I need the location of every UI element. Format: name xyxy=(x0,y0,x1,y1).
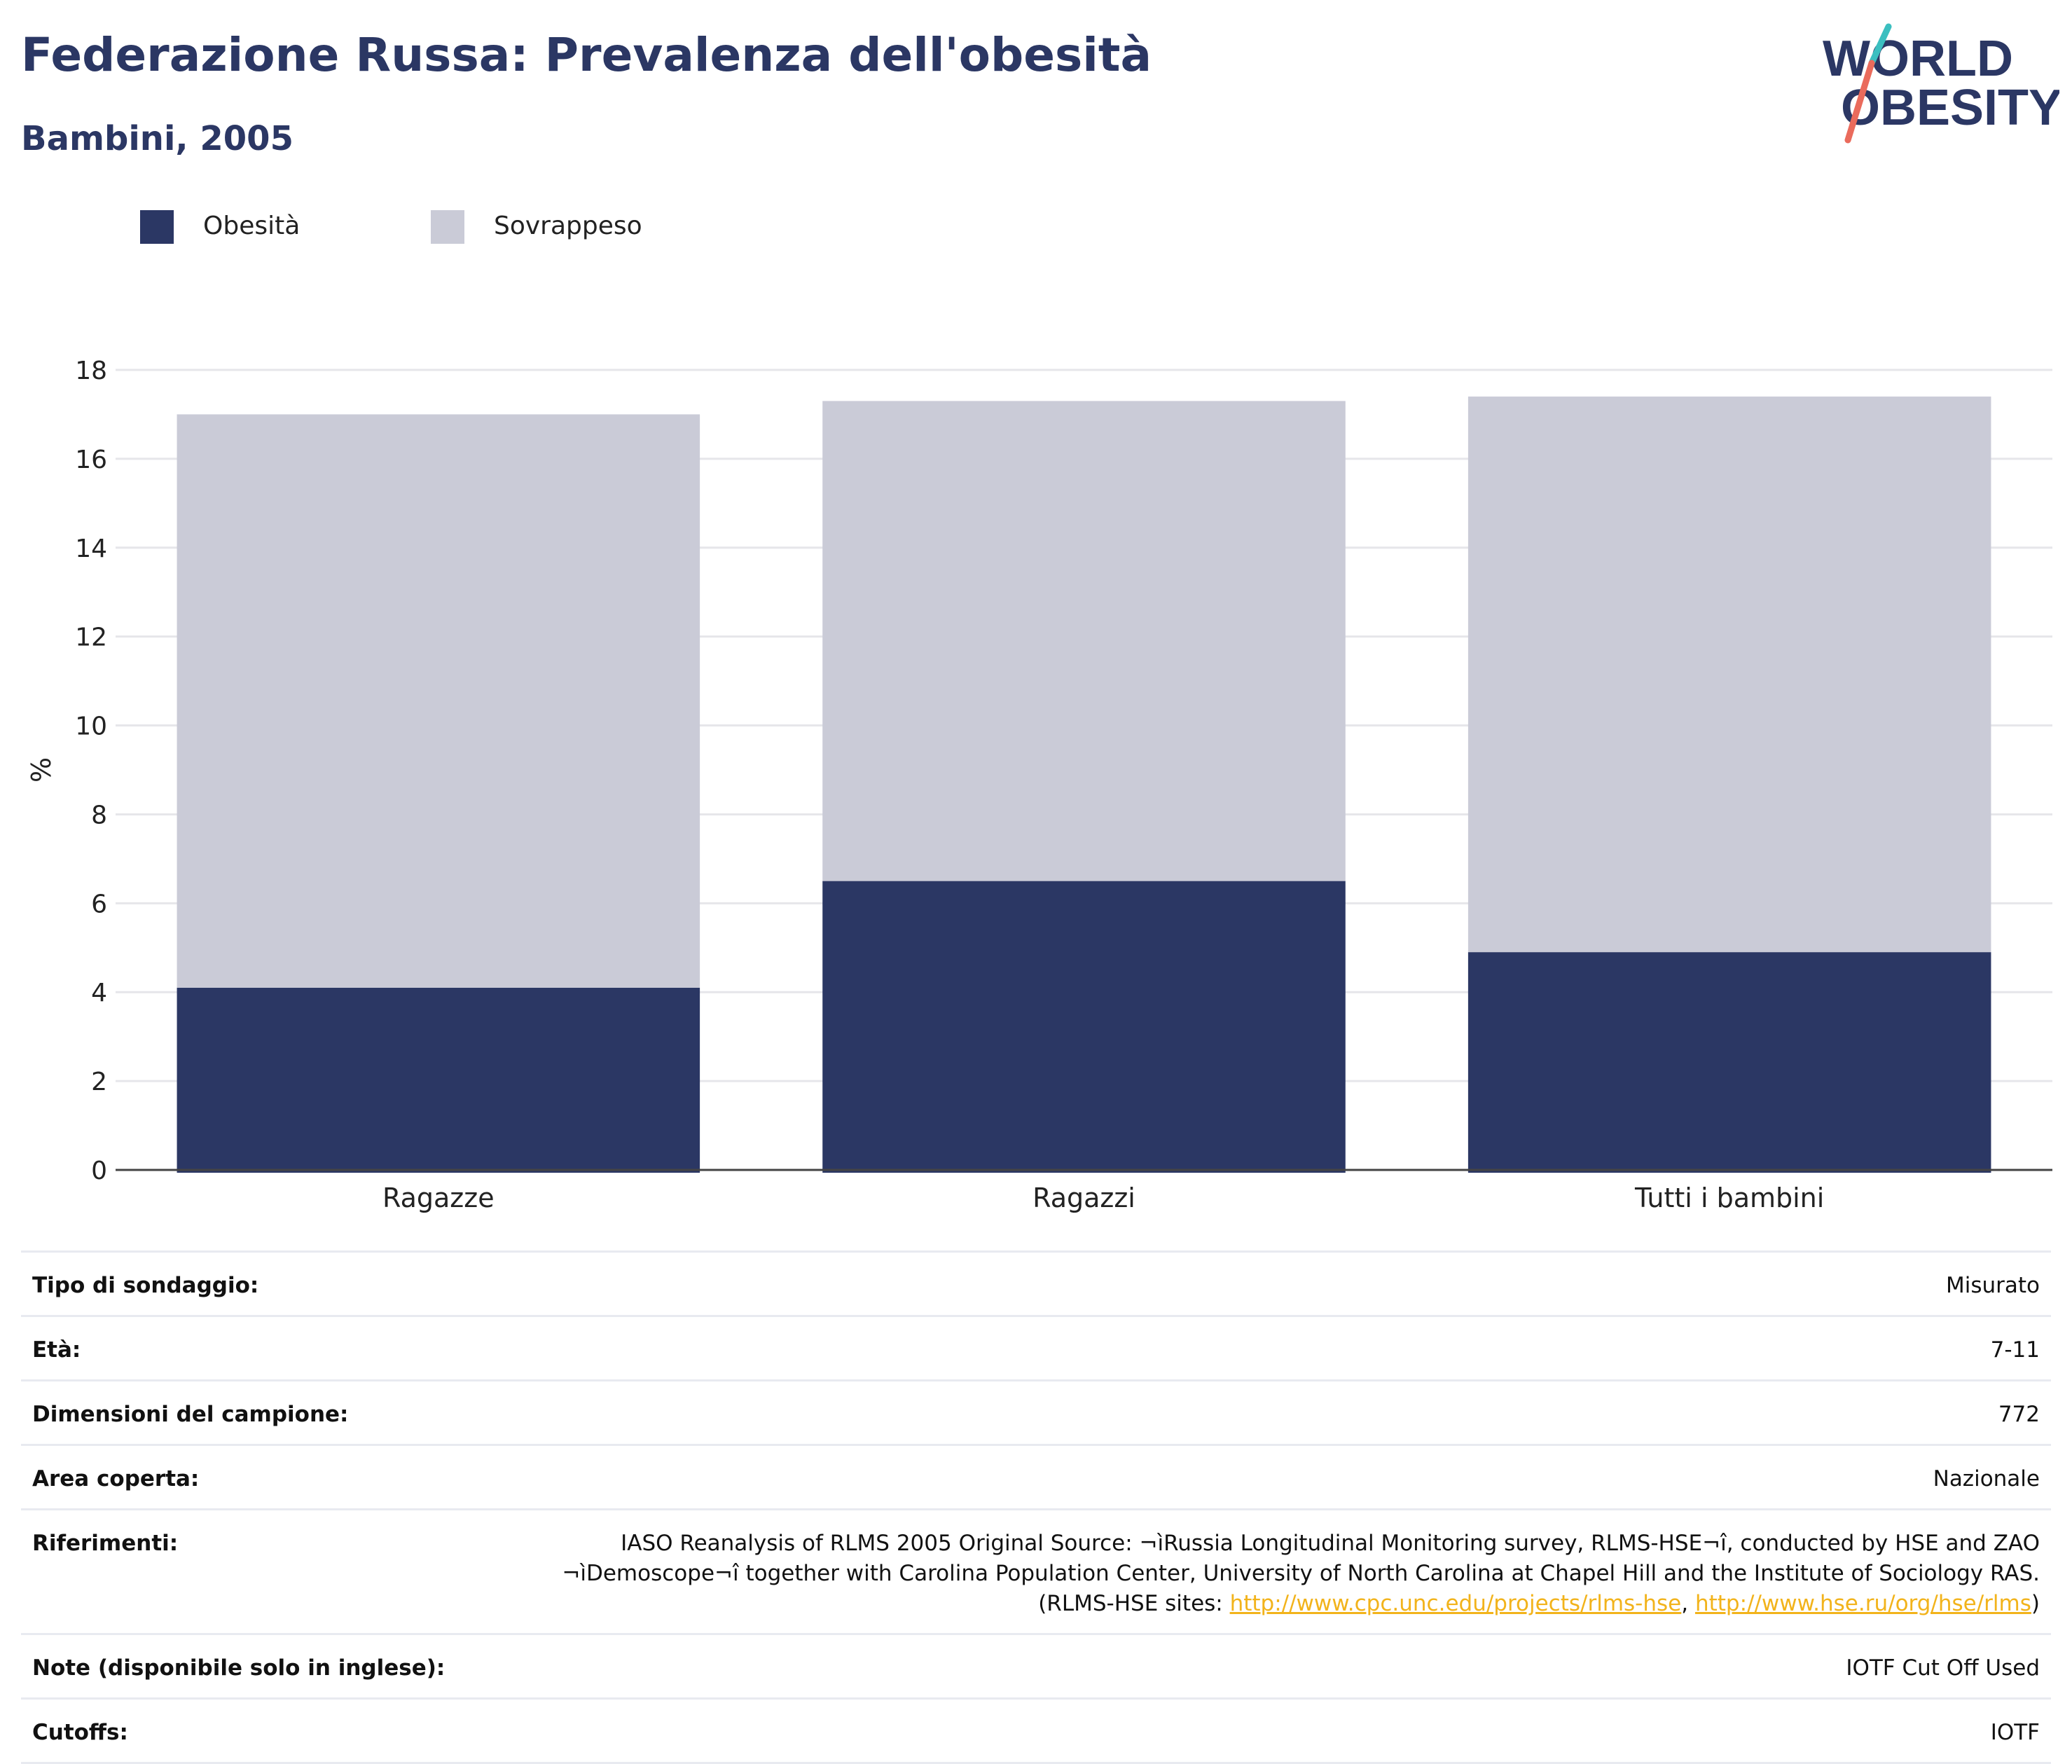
references-line-3-suffix: ) xyxy=(2031,1591,2040,1616)
page-subtitle: Bambini, 2005 xyxy=(21,119,293,158)
references-line-1: IASO Reanalysis of RLMS 2005 Original So… xyxy=(621,1531,2040,1556)
info-value: IOTF Cut Off Used xyxy=(1846,1655,2040,1681)
info-row-area: Area coperta: Nazionale xyxy=(21,1444,2051,1508)
info-label: Tipo di sondaggio: xyxy=(32,1273,259,1298)
references-separator: , xyxy=(1681,1591,1695,1616)
info-label: Cutoffs: xyxy=(32,1720,128,1745)
bar-overweight-1 xyxy=(822,401,1346,881)
bar-chart: 0 2 4 6 8 10 12 14 16 18% Ragazze Ragazzi Tutti i ba… xyxy=(26,357,2052,1213)
y-tick-label: 14 xyxy=(75,535,107,563)
y-tick-label: 10 xyxy=(75,712,107,741)
info-row-cutoffs: Cutoffs: IOTF xyxy=(21,1697,2051,1764)
info-row-notes: Note (disponibile solo in inglese): IOTF… xyxy=(21,1633,2051,1697)
y-tick-label: 8 xyxy=(91,801,107,829)
info-row-references: Riferimenti: IASO Reanalysis of RLMS 200… xyxy=(21,1508,2051,1633)
bar-overweight-0 xyxy=(177,414,700,988)
x-tick-label: Tutti i bambini xyxy=(1634,1183,1824,1213)
logo-teal-stroke xyxy=(1868,23,1892,67)
reference-link-cpc[interactable]: http://www.cpc.unc.edu/projects/rlms-hse xyxy=(1229,1591,1682,1616)
info-value: Misurato xyxy=(1945,1273,2040,1298)
x-tick-label: Ragazzi xyxy=(1032,1183,1135,1213)
y-tick-label: 4 xyxy=(91,979,107,1007)
bar-overweight-2 xyxy=(1467,397,1991,953)
y-tick-label: 6 xyxy=(91,890,107,918)
logo-line-2: OBESITY xyxy=(1841,80,2059,136)
legend-label-overweight: Sovrappeso xyxy=(494,212,642,240)
y-tick-label: 2 xyxy=(91,1068,107,1096)
info-value: Nazionale xyxy=(1933,1466,2040,1491)
y-tick-label: 12 xyxy=(75,623,107,652)
info-value: IOTF xyxy=(1990,1720,2040,1745)
info-label: Età: xyxy=(32,1337,81,1363)
info-label: Dimensioni del campione: xyxy=(32,1402,349,1427)
references-text: IASO Reanalysis of RLMS 2005 Original So… xyxy=(562,1529,2040,1619)
survey-info-table: Tipo di sondaggio: Misurato Età: 7-11 Di… xyxy=(21,1250,2051,1764)
info-value: 772 xyxy=(1998,1402,2040,1427)
info-row-age: Età: 7-11 xyxy=(21,1315,2051,1379)
reference-link-hse[interactable]: http://www.hse.ru/org/hse/rlms xyxy=(1694,1591,2031,1616)
info-label: Area coperta: xyxy=(32,1466,200,1491)
info-row-survey-type: Tipo di sondaggio: Misurato xyxy=(21,1250,2051,1315)
y-axis-label: % xyxy=(26,757,57,783)
y-tick-label: 18 xyxy=(75,357,107,385)
x-tick-label: Ragazze xyxy=(382,1183,495,1213)
references-line-2: ¬ìDemoscope¬î together with Carolina Pop… xyxy=(562,1561,2040,1586)
legend-swatch-overweight xyxy=(431,210,464,244)
bar-obesity-2 xyxy=(1467,952,1991,1173)
bar-obesity-1 xyxy=(822,881,1346,1173)
logo-line-1: WORLD xyxy=(1823,31,2013,87)
references-line-3-prefix: (RLMS-HSE sites: xyxy=(1038,1591,1230,1616)
y-tick-label: 16 xyxy=(75,446,107,474)
y-tick-label: 0 xyxy=(91,1157,107,1185)
page-title: Federazione Russa: Prevalenza dell'obesi… xyxy=(21,28,1152,82)
info-label: Note (disponibile solo in inglese): xyxy=(32,1655,446,1681)
world-obesity-logo[interactable]: WORLD OBESITY xyxy=(1821,21,2059,147)
logo-coral-stroke xyxy=(1844,60,1875,144)
legend-label-obesity: Obesità xyxy=(203,212,301,240)
info-row-sample-size: Dimensioni del campione: 772 xyxy=(21,1379,2051,1444)
bar-obesity-0 xyxy=(177,987,700,1173)
info-label: Riferimenti: xyxy=(32,1531,179,1556)
info-value: 7-11 xyxy=(1990,1337,2040,1363)
legend-swatch-obesity xyxy=(140,210,174,244)
